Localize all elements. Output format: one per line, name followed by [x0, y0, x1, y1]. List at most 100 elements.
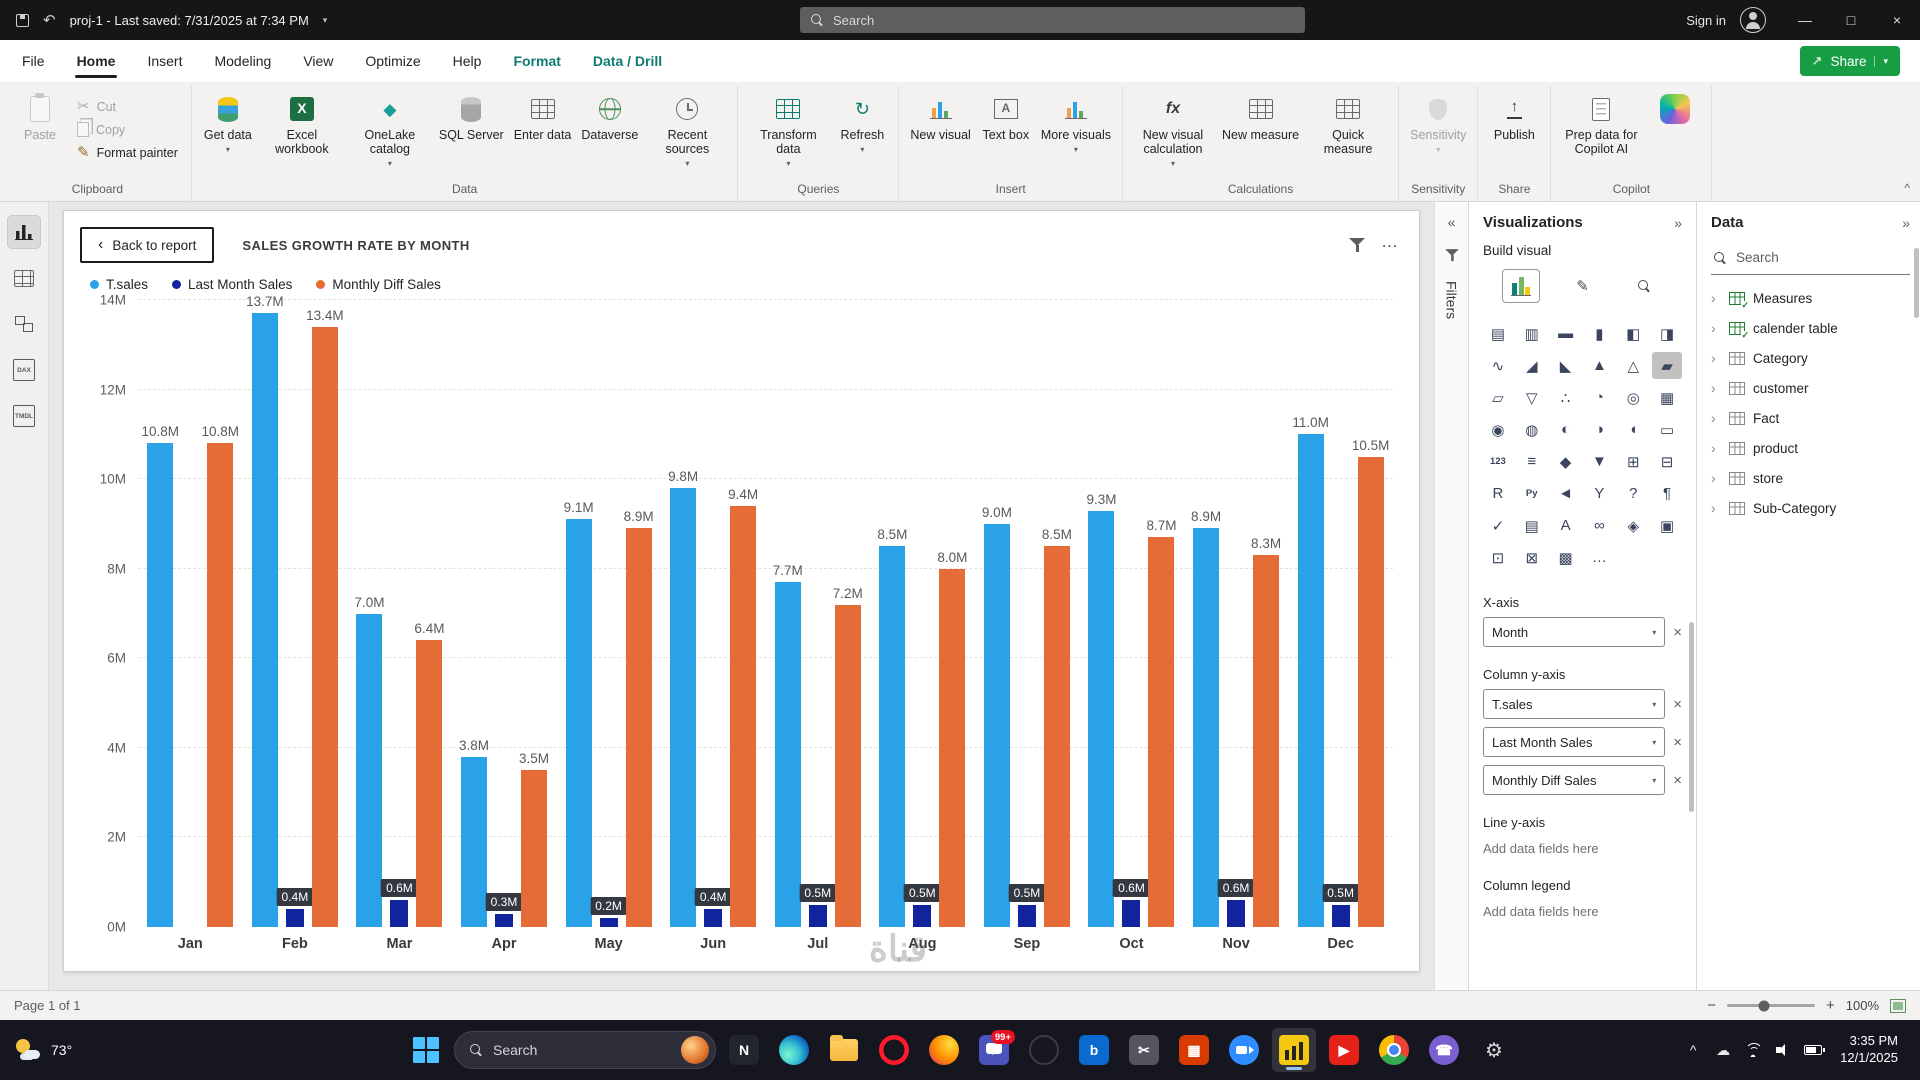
visual-type-metrics[interactable]: ✓: [1491, 517, 1505, 535]
bar-t-sales-dec[interactable]: 11.0M: [1292, 415, 1329, 927]
visual-type-text-slicer[interactable]: ⊡: [1491, 549, 1505, 567]
visual-type-chiclet-slicer[interactable]: ⊠: [1525, 549, 1539, 567]
format-visual-tab[interactable]: ✎: [1565, 270, 1601, 302]
field-pill-t-sales[interactable]: T.sales ▾: [1483, 689, 1666, 719]
back-to-report-button[interactable]: ‹ Back to report: [80, 227, 215, 263]
data-item-sub-category[interactable]: › Sub-Category: [1711, 493, 1910, 523]
collapse-visualizations-icon[interactable]: »: [1674, 214, 1682, 231]
bar-monthly-diff-sales-mar[interactable]: 6.4M: [414, 621, 444, 927]
report-view-button[interactable]: [7, 215, 41, 249]
bar-monthly-diff-sales-jan[interactable]: 10.8M: [202, 424, 239, 927]
visual-type-stacked-area-chart[interactable]: ◣: [1559, 357, 1572, 375]
remove-field-button[interactable]: ×: [1673, 771, 1682, 789]
ribbon-button-dataverse[interactable]: Dataverse: [577, 88, 642, 142]
visual-type-waterfall-chart[interactable]: ▱: [1492, 389, 1504, 407]
ribbon-button-cut[interactable]: ✂ Cut: [71, 97, 184, 116]
collapse-ribbon-icon[interactable]: ^: [1904, 181, 1910, 195]
visual-type-area-chart[interactable]: ◢: [1525, 357, 1538, 375]
bar-t-sales-may[interactable]: 9.1M: [564, 500, 594, 927]
bar-last-month-sales-may[interactable]: 0.2M: [590, 897, 627, 927]
ribbon-button-text-box[interactable]: A Text box: [977, 88, 1035, 142]
ribbon-button-copilot[interactable]: [1646, 88, 1704, 124]
bar-last-month-sales-aug[interactable]: 0.5M: [903, 883, 941, 927]
teams-chat[interactable]: 99+: [972, 1028, 1016, 1072]
legend-item-t-sales[interactable]: T.sales: [90, 277, 148, 292]
zoom-slider-thumb[interactable]: [1758, 1000, 1770, 1011]
bar-monthly-diff-sales-apr[interactable]: 3.5M: [519, 751, 549, 927]
bar-monthly-diff-sales-sep[interactable]: 8.5M: [1042, 527, 1072, 927]
visual-type-scatter-chart[interactable]: ∴: [1560, 389, 1571, 407]
google-chrome[interactable]: [1372, 1028, 1416, 1072]
bar-last-month-sales-jun[interactable]: 0.4M: [694, 888, 732, 927]
visual-type-numeric-card[interactable]: 123: [1489, 456, 1506, 467]
visual-type-card[interactable]: ▭: [1659, 421, 1675, 439]
ribbon-button-more-visuals[interactable]: More visuals ▾: [1037, 88, 1115, 155]
data-item-customer[interactable]: › customer: [1711, 373, 1910, 403]
visual-type-clustered-column-chart[interactable]: ▮: [1595, 325, 1604, 343]
visual-type-matrix[interactable]: ⊟: [1660, 453, 1674, 471]
ribbon-button-new-visual-calculation[interactable]: fx New visual calculation ▾: [1130, 88, 1216, 169]
undo-icon[interactable]: ↶: [43, 12, 56, 29]
bar-t-sales-jul[interactable]: 7.7M: [773, 563, 803, 927]
visual-type-treemap[interactable]: ▦: [1659, 389, 1675, 407]
visual-type-stacked-column-chart[interactable]: ▥: [1524, 325, 1539, 343]
start-button[interactable]: [404, 1028, 448, 1072]
zoom-in-button[interactable]: +: [1825, 997, 1835, 1014]
data-pane-scrollbar[interactable]: [1914, 248, 1919, 318]
visual-type-arcgis-map[interactable]: ◈: [1627, 517, 1640, 535]
visual-type-ribbon-chart[interactable]: ▰: [1652, 352, 1682, 379]
ribbon-button-get-data[interactable]: Get data ▾: [199, 88, 257, 155]
bar-monthly-diff-sales-aug[interactable]: 8.0M: [937, 550, 967, 927]
bar-last-month-sales-dec[interactable]: 0.5M: [1322, 883, 1359, 927]
bar-t-sales-sep[interactable]: 9.0M: [982, 505, 1012, 927]
taskbar-clock[interactable]: 3:35 PM 12/1/2025: [1830, 1033, 1910, 1067]
menu-tab-file[interactable]: File: [22, 53, 45, 69]
remove-field-button[interactable]: ×: [1673, 623, 1682, 641]
bar-last-month-sales-jul[interactable]: 0.5M: [799, 883, 837, 927]
viber-app[interactable]: ☎: [1422, 1028, 1466, 1072]
bar-t-sales-apr[interactable]: 3.8M: [459, 738, 489, 927]
close-button[interactable]: ×: [1892, 12, 1902, 28]
visual-type-azure-map[interactable]: ◑: [1594, 421, 1604, 438]
data-item-product[interactable]: › product: [1711, 433, 1910, 463]
ribbon-button-transform-data[interactable]: Transform data ▾: [745, 88, 831, 169]
bar-last-month-sales-mar[interactable]: 0.6M: [381, 879, 418, 927]
legend-item-last-month-sales[interactable]: Last Month Sales: [172, 277, 292, 292]
field-well-placeholder[interactable]: Add data fields here: [1483, 904, 1599, 919]
visual-type-100-stacked-bar-chart[interactable]: ◧: [1626, 325, 1641, 343]
weather-widget[interactable]: 73°: [0, 1037, 88, 1063]
bar-monthly-diff-sales-dec[interactable]: 10.5M: [1352, 438, 1389, 927]
bar-last-month-sales-oct[interactable]: 0.6M: [1113, 879, 1150, 927]
visual-type-r-script-visual[interactable]: R: [1492, 485, 1504, 502]
data-search-box[interactable]: Search: [1711, 241, 1910, 275]
visual-type-donut-chart[interactable]: ◎: [1626, 389, 1640, 407]
visual-type-key-influencers[interactable]: ◄: [1558, 485, 1573, 502]
chart-plot[interactable]: 10.8M 10.8M 13.7M 0.4M 13.4M 7.0M 0.6M 6.4M 3.8M…: [138, 294, 1393, 927]
bar-monthly-diff-sales-may[interactable]: 8.9M: [624, 509, 654, 927]
snipping-tool[interactable]: ✂: [1122, 1028, 1166, 1072]
visual-type-paginated-report[interactable]: ▤: [1524, 517, 1539, 535]
visual-type-multi-row-card[interactable]: ≡: [1527, 453, 1537, 470]
youtube-app[interactable]: ▶: [1322, 1028, 1366, 1072]
dax-query-view-button[interactable]: DAX: [8, 354, 40, 386]
zoom-out-button[interactable]: −: [1707, 997, 1716, 1014]
bar-monthly-diff-sales-oct[interactable]: 8.7M: [1146, 518, 1176, 927]
hidden-icons-chevron-icon[interactable]: ^: [1689, 1042, 1697, 1058]
ribbon-button-enter-data[interactable]: Enter data: [510, 88, 576, 142]
battery-icon[interactable]: [1798, 1030, 1828, 1070]
visual-type-power-automate[interactable]: ∞: [1594, 517, 1605, 534]
ribbon-button-excel-workbook[interactable]: X Excel workbook: [259, 88, 345, 156]
ribbon-button-new-visual[interactable]: New visual: [906, 88, 974, 142]
ribbon-button-onelake-catalog[interactable]: ◆ OneLake catalog ▾: [347, 88, 433, 169]
bar-t-sales-mar[interactable]: 7.0M: [354, 595, 384, 927]
data-item-store[interactable]: › store: [1711, 463, 1910, 493]
visual-type-power-apps[interactable]: A: [1560, 517, 1571, 534]
visual-type-line-and-stacked-column-chart[interactable]: ▲: [1591, 357, 1607, 374]
minimize-button[interactable]: —: [1798, 12, 1812, 28]
menu-tab-modeling[interactable]: Modeling: [214, 53, 272, 69]
account-icon[interactable]: [1740, 7, 1766, 33]
file-explorer[interactable]: [822, 1028, 866, 1072]
bar-t-sales-nov[interactable]: 8.9M: [1191, 509, 1221, 927]
settings-app[interactable]: ⚙: [1472, 1028, 1516, 1072]
volume-icon[interactable]: [1768, 1030, 1798, 1070]
